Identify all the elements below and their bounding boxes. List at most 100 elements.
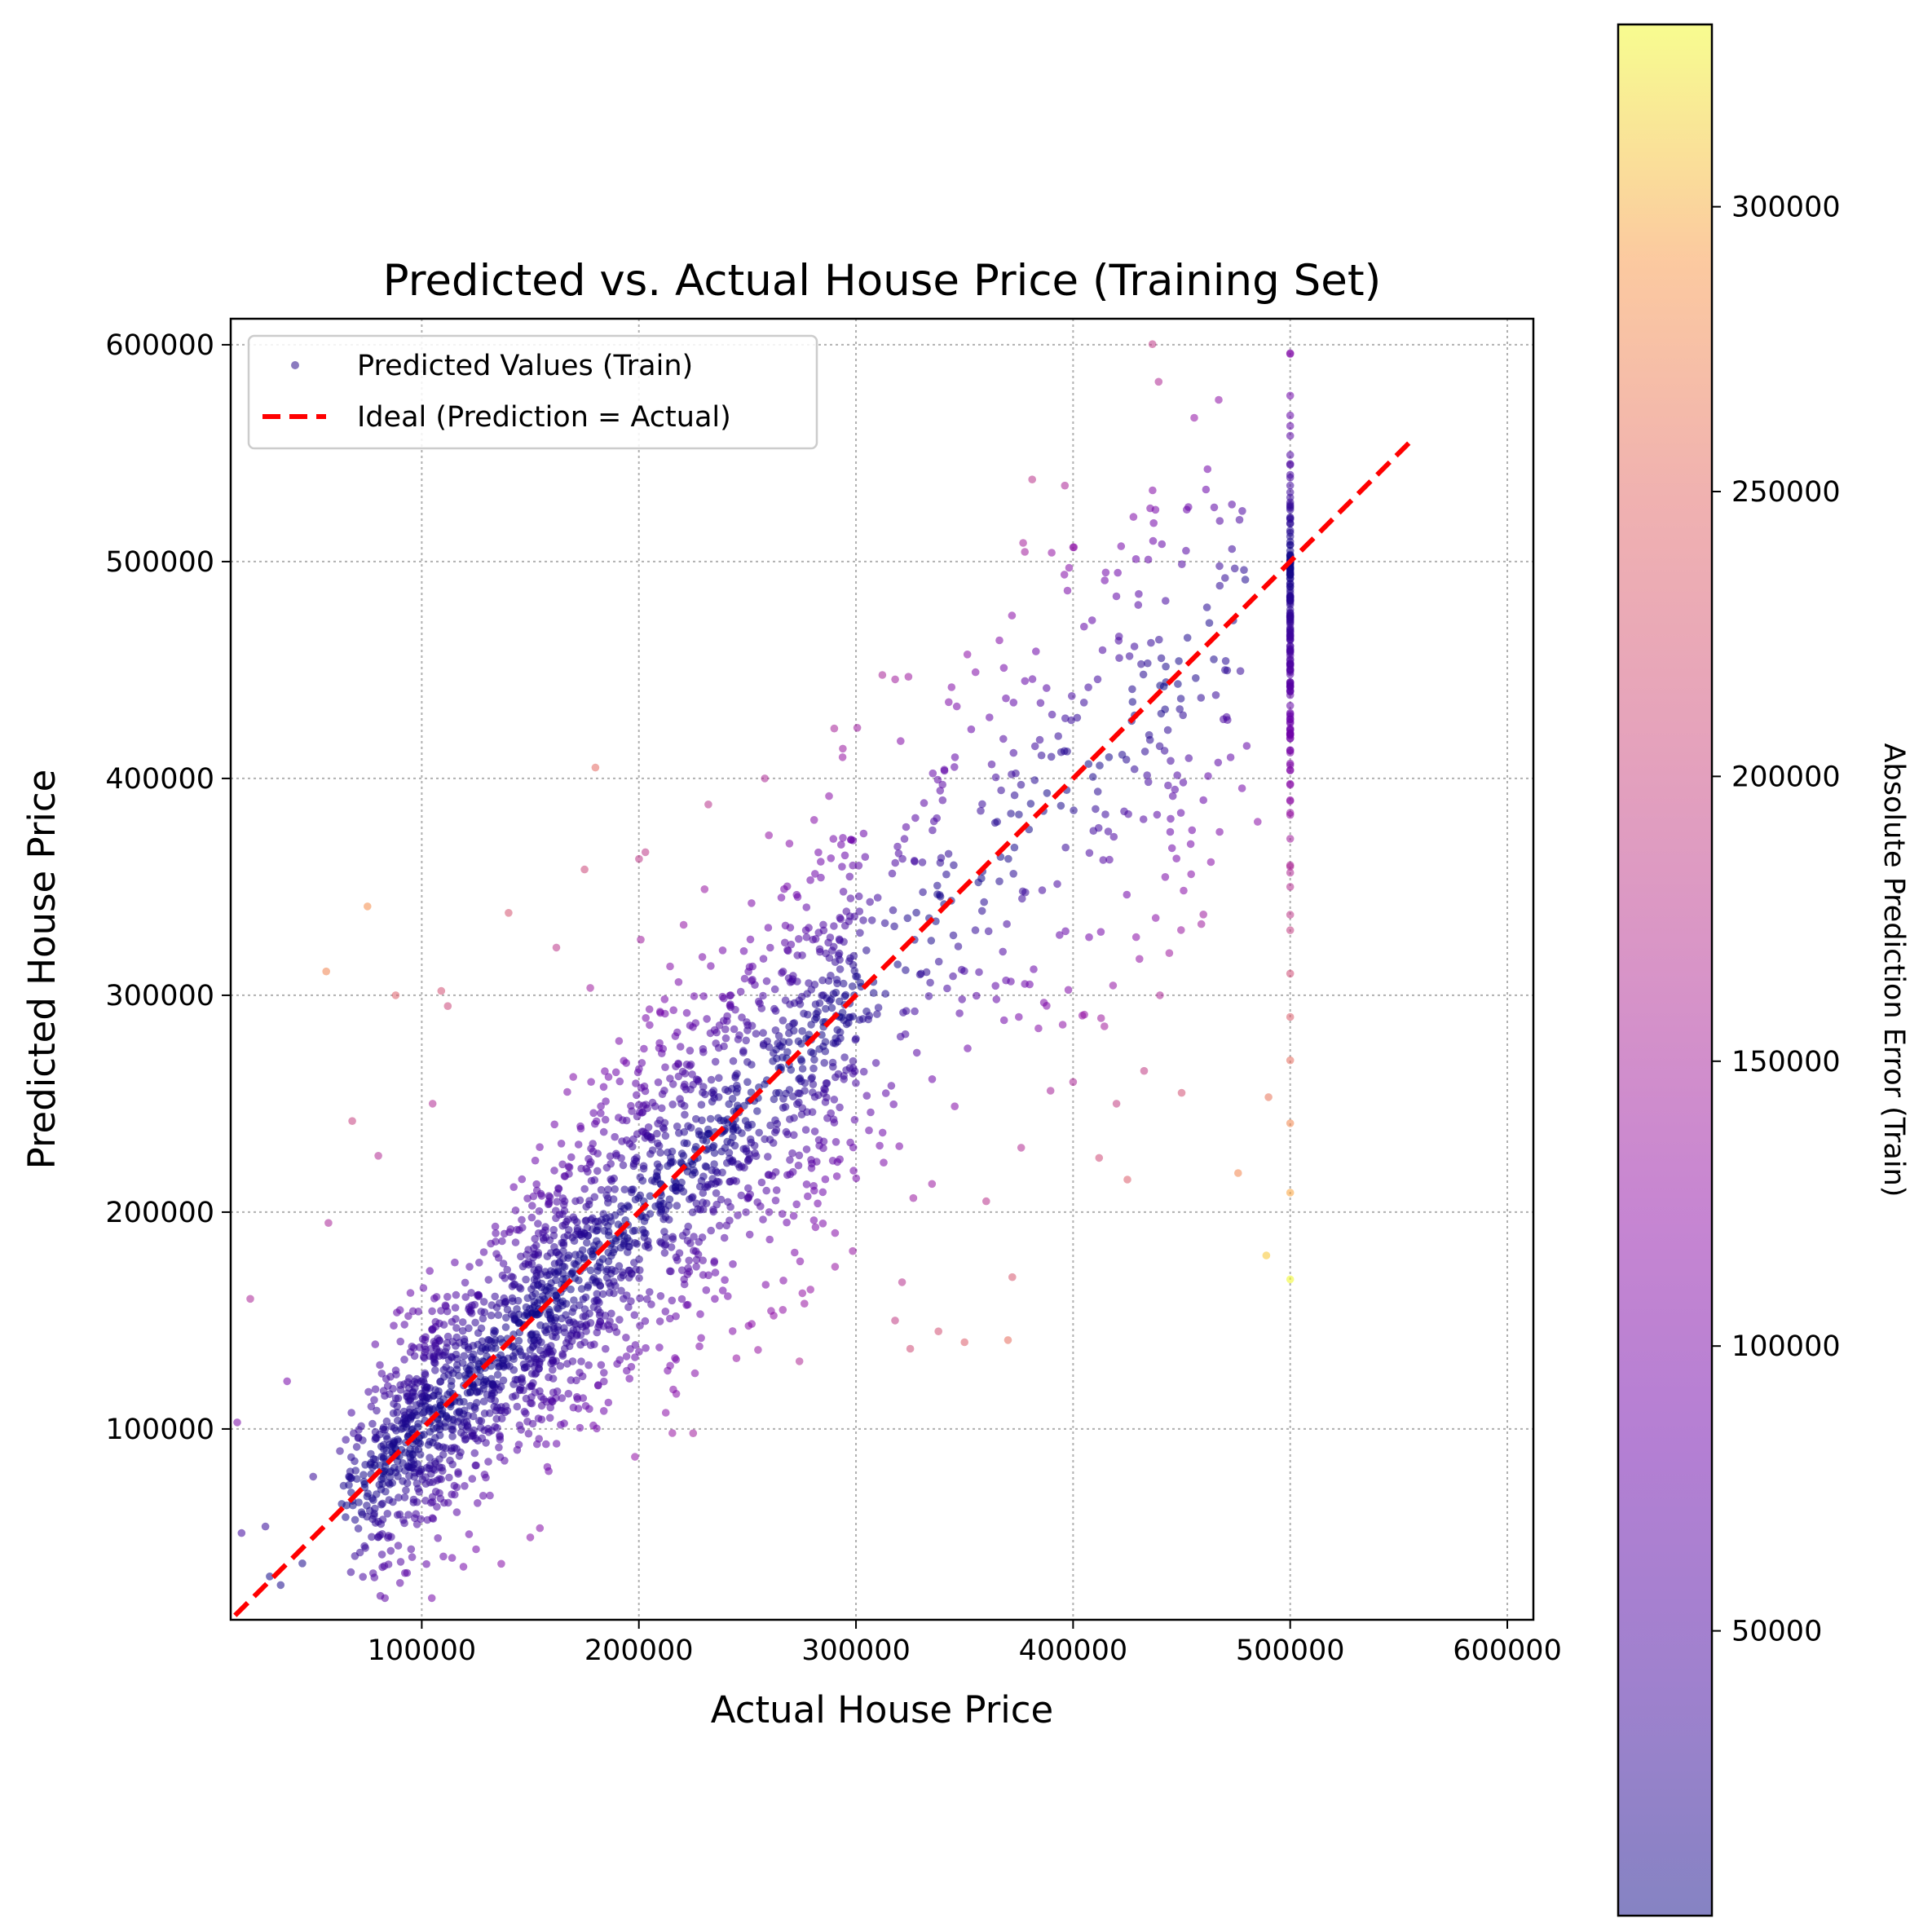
scatter-point	[371, 1385, 380, 1393]
scatter-point	[530, 1244, 538, 1252]
scatter-point	[477, 1308, 485, 1316]
colorbar-tick-label: 250000	[1731, 476, 1841, 509]
scatter-point	[431, 1366, 439, 1374]
scatter-point	[871, 1059, 880, 1067]
scatter-point	[1286, 779, 1295, 788]
scatter-point	[818, 1188, 827, 1197]
scatter-point	[408, 1307, 417, 1316]
scatter-point	[592, 1117, 601, 1126]
scatter-point	[1096, 761, 1104, 770]
scatter-point	[676, 1043, 685, 1051]
scatter-point	[430, 1352, 438, 1361]
scatter-point	[386, 1546, 395, 1555]
scatter-point	[669, 1006, 677, 1014]
scatter-point	[397, 1425, 405, 1433]
scatter-point	[558, 1314, 566, 1323]
scatter-point	[666, 1361, 674, 1370]
scatter-point	[852, 1174, 861, 1183]
scatter-point	[715, 1221, 724, 1230]
scatter-point	[1149, 536, 1158, 545]
scatter-point	[441, 1423, 449, 1431]
scatter-point	[742, 1036, 750, 1045]
scatter-point	[686, 1123, 695, 1132]
scatter-point	[1095, 1153, 1104, 1162]
scatter-point	[689, 1193, 697, 1202]
scatter-point	[838, 753, 847, 761]
colorbar-tick-label: 300000	[1731, 192, 1841, 224]
scatter-point	[509, 1355, 518, 1363]
scatter-point	[360, 1542, 368, 1550]
scatter-point	[537, 1192, 546, 1200]
scatter-point	[1043, 789, 1052, 797]
scatter-point	[428, 1307, 436, 1316]
scatter-point	[964, 1044, 972, 1052]
scatter-point	[1286, 470, 1295, 479]
scatter-point	[532, 1330, 540, 1339]
scatter-point	[1241, 576, 1250, 584]
scatter-point	[933, 775, 942, 784]
scatter-point	[847, 836, 855, 844]
scatter-point	[699, 1189, 708, 1198]
scatter-point	[1053, 880, 1061, 889]
scatter-point	[777, 893, 786, 902]
scatter-point	[1186, 840, 1195, 849]
scatter-point	[949, 972, 957, 981]
scatter-point	[1178, 560, 1186, 568]
scatter-point	[918, 858, 927, 867]
scatter-point	[891, 858, 899, 867]
scatter-point	[744, 1321, 753, 1330]
scatter-point	[534, 1281, 542, 1289]
scatter-point	[1159, 682, 1168, 690]
scatter-point	[811, 1223, 820, 1232]
scatter-point	[558, 1394, 567, 1402]
scatter-point	[497, 1414, 506, 1423]
scatter-point	[547, 1350, 556, 1359]
scatter-point	[1199, 911, 1207, 919]
scatter-point	[688, 1070, 696, 1078]
scatter-point	[406, 1289, 415, 1297]
scatter-point	[746, 1135, 755, 1144]
scatter-point	[1128, 685, 1136, 694]
scatter-point	[391, 1394, 400, 1403]
y-tick-label: 100000	[105, 1414, 214, 1446]
scatter-point	[570, 1237, 579, 1245]
scatter-point	[377, 1550, 386, 1559]
scatter-point	[672, 1356, 681, 1364]
scatter-point	[528, 1292, 536, 1300]
scatter-point	[951, 763, 959, 771]
scatter-point	[534, 1265, 543, 1274]
scatter-point	[952, 702, 961, 711]
scatter-point	[452, 1409, 461, 1417]
scatter-point	[536, 1321, 545, 1330]
scatter-point	[426, 1478, 434, 1487]
scatter-point	[937, 854, 946, 862]
scatter-point	[636, 1321, 644, 1330]
scatter-point	[354, 1434, 363, 1442]
scatter-point	[1003, 1336, 1012, 1344]
scatter-point	[346, 1568, 355, 1577]
scatter-point	[779, 1306, 787, 1314]
scatter-point	[950, 861, 958, 870]
scatter-point	[466, 1401, 474, 1410]
scatter-point	[636, 1294, 644, 1303]
scatter-point	[1065, 563, 1074, 572]
scatter-point	[1143, 771, 1151, 779]
scatter-point	[658, 1049, 666, 1057]
scatter-point	[357, 1422, 365, 1431]
scatter-point	[484, 1458, 492, 1466]
scatter-point	[1069, 543, 1078, 552]
scatter-point	[1215, 395, 1223, 404]
scatter-point	[880, 919, 889, 928]
scatter-point	[487, 1374, 496, 1383]
scatter-point	[971, 926, 980, 934]
scatter-point	[558, 1194, 567, 1202]
scatter-point	[1180, 886, 1188, 895]
scatter-point	[736, 987, 745, 996]
scatter-point	[433, 1441, 442, 1450]
scatter-point	[552, 943, 561, 952]
scatter-point	[459, 1563, 468, 1571]
scatter-point	[468, 1301, 476, 1310]
scatter-point	[682, 1301, 690, 1309]
scatter-point	[611, 1068, 620, 1077]
scatter-point	[1061, 481, 1070, 490]
